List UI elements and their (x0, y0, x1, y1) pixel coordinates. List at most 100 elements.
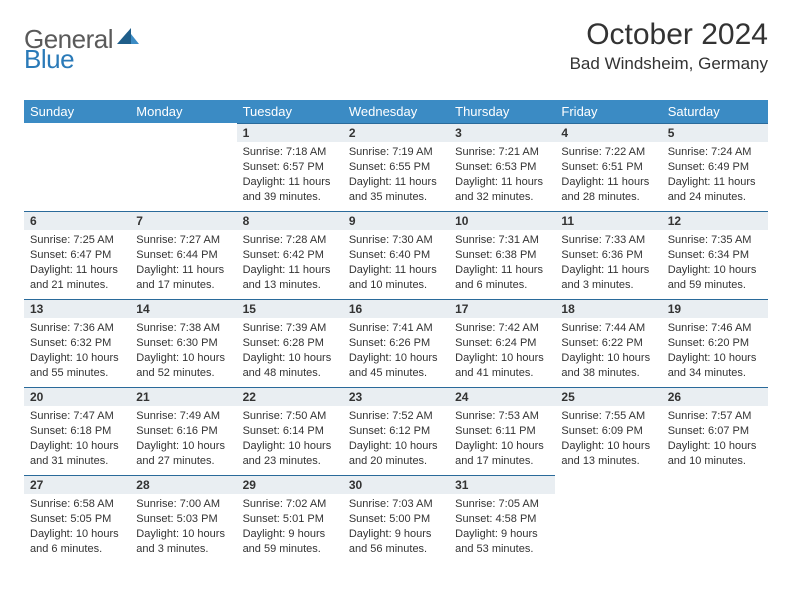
weekday-header-cell: Saturday (662, 100, 768, 123)
calendar-day-cell: 7Sunrise: 7:27 AMSunset: 6:44 PMDaylight… (130, 211, 236, 299)
daylight-text-2: and 55 minutes. (30, 366, 124, 381)
weekday-header-cell: Wednesday (343, 100, 449, 123)
sunset-text: Sunset: 6:36 PM (561, 248, 655, 263)
day-number: 6 (24, 211, 130, 230)
day-data: Sunrise: 7:19 AMSunset: 6:55 PMDaylight:… (343, 142, 449, 210)
day-data: Sunrise: 7:31 AMSunset: 6:38 PMDaylight:… (449, 230, 555, 298)
sunrise-text: Sunrise: 7:47 AM (30, 409, 124, 424)
day-data: Sunrise: 7:30 AMSunset: 6:40 PMDaylight:… (343, 230, 449, 298)
sunset-text: Sunset: 6:32 PM (30, 336, 124, 351)
day-number: 1 (237, 123, 343, 142)
day-number: 8 (237, 211, 343, 230)
day-data: Sunrise: 6:58 AMSunset: 5:05 PMDaylight:… (24, 494, 130, 562)
day-number: 21 (130, 387, 236, 406)
calendar-day-cell: 8Sunrise: 7:28 AMSunset: 6:42 PMDaylight… (237, 211, 343, 299)
title-block: October 2024 Bad Windsheim, Germany (570, 18, 768, 74)
sunrise-text: Sunrise: 7:42 AM (455, 321, 549, 336)
sunset-text: Sunset: 6:07 PM (668, 424, 762, 439)
calendar-day-cell: 16Sunrise: 7:41 AMSunset: 6:26 PMDayligh… (343, 299, 449, 387)
day-data: Sunrise: 7:27 AMSunset: 6:44 PMDaylight:… (130, 230, 236, 298)
calendar-day-cell (130, 123, 236, 211)
daylight-text-1: Daylight: 10 hours (561, 439, 655, 454)
calendar-day-cell: 6Sunrise: 7:25 AMSunset: 6:47 PMDaylight… (24, 211, 130, 299)
sunrise-text: Sunrise: 7:38 AM (136, 321, 230, 336)
calendar-day-cell: 4Sunrise: 7:22 AMSunset: 6:51 PMDaylight… (555, 123, 661, 211)
sunset-text: Sunset: 6:57 PM (243, 160, 337, 175)
calendar-day-cell: 12Sunrise: 7:35 AMSunset: 6:34 PMDayligh… (662, 211, 768, 299)
calendar-week-row: 20Sunrise: 7:47 AMSunset: 6:18 PMDayligh… (24, 387, 768, 475)
day-data: Sunrise: 7:05 AMSunset: 4:58 PMDaylight:… (449, 494, 555, 562)
daylight-text-2: and 52 minutes. (136, 366, 230, 381)
sunrise-text: Sunrise: 7:52 AM (349, 409, 443, 424)
sunrise-text: Sunrise: 7:55 AM (561, 409, 655, 424)
daylight-text-1: Daylight: 11 hours (561, 175, 655, 190)
day-number: 11 (555, 211, 661, 230)
day-number: 31 (449, 475, 555, 494)
sunset-text: Sunset: 6:11 PM (455, 424, 549, 439)
sunset-text: Sunset: 6:53 PM (455, 160, 549, 175)
day-data: Sunrise: 7:24 AMSunset: 6:49 PMDaylight:… (662, 142, 768, 210)
calendar-day-cell: 13Sunrise: 7:36 AMSunset: 6:32 PMDayligh… (24, 299, 130, 387)
daylight-text-1: Daylight: 11 hours (30, 263, 124, 278)
sunset-text: Sunset: 6:38 PM (455, 248, 549, 263)
sunrise-text: Sunrise: 7:28 AM (243, 233, 337, 248)
day-data: Sunrise: 7:52 AMSunset: 6:12 PMDaylight:… (343, 406, 449, 474)
daylight-text-2: and 32 minutes. (455, 190, 549, 205)
daylight-text-1: Daylight: 10 hours (561, 351, 655, 366)
day-number: 15 (237, 299, 343, 318)
calendar-page: General October 2024 Bad Windsheim, Germ… (0, 0, 792, 581)
sunset-text: Sunset: 6:14 PM (243, 424, 337, 439)
calendar-day-cell: 3Sunrise: 7:21 AMSunset: 6:53 PMDaylight… (449, 123, 555, 211)
daylight-text-1: Daylight: 11 hours (243, 263, 337, 278)
daylight-text-1: Daylight: 11 hours (136, 263, 230, 278)
calendar-day-cell: 1Sunrise: 7:18 AMSunset: 6:57 PMDaylight… (237, 123, 343, 211)
sunrise-text: Sunrise: 7:49 AM (136, 409, 230, 424)
daylight-text-1: Daylight: 10 hours (668, 263, 762, 278)
sunrise-text: Sunrise: 7:44 AM (561, 321, 655, 336)
calendar-day-cell: 5Sunrise: 7:24 AMSunset: 6:49 PMDaylight… (662, 123, 768, 211)
daylight-text-1: Daylight: 10 hours (349, 351, 443, 366)
sunset-text: Sunset: 6:26 PM (349, 336, 443, 351)
daylight-text-1: Daylight: 11 hours (455, 175, 549, 190)
daylight-text-1: Daylight: 9 hours (349, 527, 443, 542)
sunrise-text: Sunrise: 7:41 AM (349, 321, 443, 336)
daylight-text-1: Daylight: 10 hours (136, 527, 230, 542)
calendar-day-cell: 22Sunrise: 7:50 AMSunset: 6:14 PMDayligh… (237, 387, 343, 475)
daylight-text-2: and 41 minutes. (455, 366, 549, 381)
day-data: Sunrise: 7:42 AMSunset: 6:24 PMDaylight:… (449, 318, 555, 386)
day-number: 2 (343, 123, 449, 142)
day-data: Sunrise: 7:47 AMSunset: 6:18 PMDaylight:… (24, 406, 130, 474)
day-number: 28 (130, 475, 236, 494)
sunset-text: Sunset: 5:01 PM (243, 512, 337, 527)
sunrise-text: Sunrise: 7:31 AM (455, 233, 549, 248)
sunset-text: Sunset: 6:20 PM (668, 336, 762, 351)
daylight-text-1: Daylight: 10 hours (455, 439, 549, 454)
calendar-day-cell: 27Sunrise: 6:58 AMSunset: 5:05 PMDayligh… (24, 475, 130, 563)
daylight-text-2: and 59 minutes. (243, 542, 337, 557)
day-data: Sunrise: 7:25 AMSunset: 6:47 PMDaylight:… (24, 230, 130, 298)
sunset-text: Sunset: 6:47 PM (30, 248, 124, 263)
day-number: 30 (343, 475, 449, 494)
daylight-text-2: and 34 minutes. (668, 366, 762, 381)
brand-text-blue: Blue (24, 44, 74, 74)
daylight-text-2: and 31 minutes. (30, 454, 124, 469)
sunset-text: Sunset: 6:18 PM (30, 424, 124, 439)
daylight-text-1: Daylight: 10 hours (455, 351, 549, 366)
daylight-text-2: and 27 minutes. (136, 454, 230, 469)
calendar-table: SundayMondayTuesdayWednesdayThursdayFrid… (24, 100, 768, 563)
daylight-text-1: Daylight: 10 hours (136, 351, 230, 366)
sunrise-text: Sunrise: 7:30 AM (349, 233, 443, 248)
sunset-text: Sunset: 5:00 PM (349, 512, 443, 527)
day-data: Sunrise: 7:00 AMSunset: 5:03 PMDaylight:… (130, 494, 236, 562)
sunset-text: Sunset: 6:22 PM (561, 336, 655, 351)
sunset-text: Sunset: 4:58 PM (455, 512, 549, 527)
sunrise-text: Sunrise: 7:18 AM (243, 145, 337, 160)
day-number: 9 (343, 211, 449, 230)
weekday-header-cell: Tuesday (237, 100, 343, 123)
day-number: 19 (662, 299, 768, 318)
day-number: 18 (555, 299, 661, 318)
daylight-text-1: Daylight: 9 hours (243, 527, 337, 542)
day-number: 7 (130, 211, 236, 230)
weekday-header-cell: Friday (555, 100, 661, 123)
page-header: General October 2024 Bad Windsheim, Germ… (24, 18, 768, 74)
